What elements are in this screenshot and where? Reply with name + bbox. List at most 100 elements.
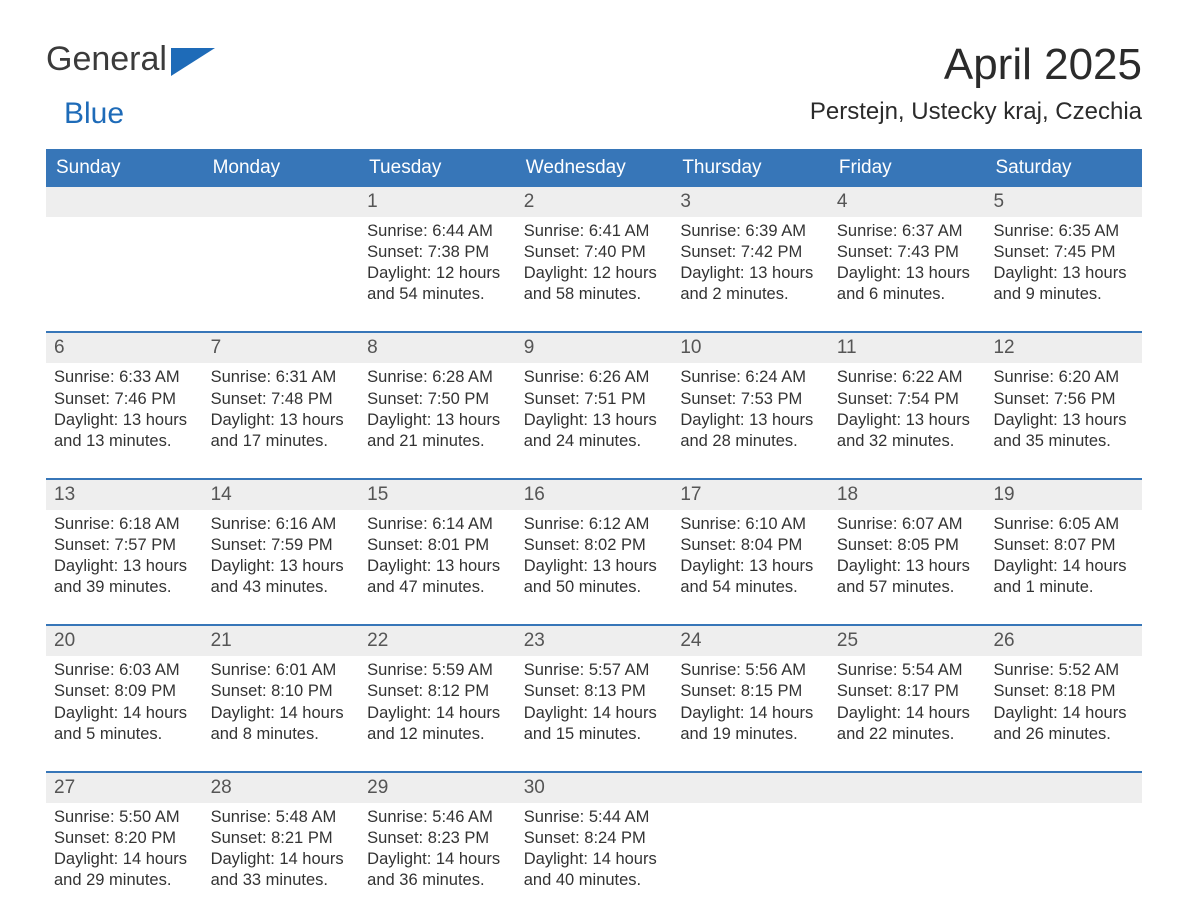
- daylight-text: Daylight: 13 hours and 35 minutes.: [993, 410, 1134, 452]
- header: General Blue April 2025 Perstejn, Usteck…: [46, 40, 1142, 131]
- day-details-cell: Sunrise: 6:12 AMSunset: 8:02 PMDaylight:…: [516, 510, 673, 598]
- sunrise-text: Sunrise: 6:16 AM: [211, 514, 352, 535]
- day-number-cell: 22: [359, 626, 516, 656]
- day-details-cell: Sunrise: 5:44 AMSunset: 8:24 PMDaylight:…: [516, 803, 673, 891]
- day-details-cell: Sunrise: 5:46 AMSunset: 8:23 PMDaylight:…: [359, 803, 516, 891]
- day-details-cell: Sunrise: 6:03 AMSunset: 8:09 PMDaylight:…: [46, 656, 203, 744]
- sunrise-text: Sunrise: 6:10 AM: [680, 514, 821, 535]
- sunset-text: Sunset: 8:02 PM: [524, 535, 665, 556]
- sunset-text: Sunset: 8:09 PM: [54, 681, 195, 702]
- day-details-cell: [829, 803, 986, 891]
- day-details-cell: Sunrise: 6:05 AMSunset: 8:07 PMDaylight:…: [985, 510, 1142, 598]
- day-number-cell: 8: [359, 333, 516, 363]
- sunset-text: Sunset: 8:07 PM: [993, 535, 1134, 556]
- day-number-cell: 23: [516, 626, 673, 656]
- day-number-cell: 25: [829, 626, 986, 656]
- sunrise-text: Sunrise: 6:28 AM: [367, 367, 508, 388]
- daylight-text: Daylight: 14 hours and 1 minute.: [993, 556, 1134, 598]
- day-details-cell: Sunrise: 6:39 AMSunset: 7:42 PMDaylight:…: [672, 217, 829, 305]
- daylight-text: Daylight: 14 hours and 29 minutes.: [54, 849, 195, 891]
- day-details-cell: Sunrise: 6:18 AMSunset: 7:57 PMDaylight:…: [46, 510, 203, 598]
- calendar-table: SundayMondayTuesdayWednesdayThursdayFrid…: [46, 149, 1142, 917]
- sunset-text: Sunset: 7:53 PM: [680, 389, 821, 410]
- weekday-header-cell: Friday: [829, 149, 986, 187]
- day-number-cell: 20: [46, 626, 203, 656]
- daylight-text: Daylight: 14 hours and 15 minutes.: [524, 703, 665, 745]
- sunrise-text: Sunrise: 6:14 AM: [367, 514, 508, 535]
- day-details-row: Sunrise: 6:03 AMSunset: 8:09 PM Daylight:…: [46, 656, 1142, 770]
- weekday-header-cell: Sunday: [46, 149, 203, 187]
- sunrise-text: Sunrise: 6:18 AM: [54, 514, 195, 535]
- sunset-text: Sunset: 8:18 PM: [993, 681, 1134, 702]
- sunrise-text: Sunrise: 5:46 AM: [367, 807, 508, 828]
- day-details-cell: [203, 217, 360, 305]
- day-details-cell: Sunrise: 6:31 AMSunset: 7:48 PMDaylight:…: [203, 363, 360, 451]
- day-number-cell: 17: [672, 480, 829, 510]
- day-details-cell: [46, 217, 203, 305]
- day-details-cell: [985, 803, 1142, 891]
- logo: General Blue: [46, 40, 215, 131]
- sunset-text: Sunset: 7:48 PM: [211, 389, 352, 410]
- daylight-text: Daylight: 14 hours and 12 minutes.: [367, 703, 508, 745]
- location-subtitle: Perstejn, Ustecky kraj, Czechia: [810, 98, 1142, 126]
- month-title: April 2025: [810, 40, 1142, 90]
- sunset-text: Sunset: 7:42 PM: [680, 242, 821, 263]
- day-details-cell: Sunrise: 6:41 AMSunset: 7:40 PMDaylight:…: [516, 217, 673, 305]
- daylight-text: Daylight: 13 hours and 39 minutes.: [54, 556, 195, 598]
- day-details-cell: Sunrise: 6:01 AMSunset: 8:10 PMDaylight:…: [203, 656, 360, 744]
- day-number-cell: 12: [985, 333, 1142, 363]
- sunrise-text: Sunrise: 5:50 AM: [54, 807, 195, 828]
- sunset-text: Sunset: 8:23 PM: [367, 828, 508, 849]
- day-details-cell: Sunrise: 5:50 AMSunset: 8:20 PMDaylight:…: [46, 803, 203, 891]
- daylight-text: Daylight: 13 hours and 43 minutes.: [211, 556, 352, 598]
- day-number-cell: 4: [829, 187, 986, 217]
- daylight-text: Daylight: 14 hours and 19 minutes.: [680, 703, 821, 745]
- daylight-text: Daylight: 13 hours and 57 minutes.: [837, 556, 978, 598]
- sunrise-text: Sunrise: 5:59 AM: [367, 660, 508, 681]
- sunset-text: Sunset: 7:54 PM: [837, 389, 978, 410]
- sunrise-text: Sunrise: 5:48 AM: [211, 807, 352, 828]
- day-number-cell: 13: [46, 480, 203, 510]
- daylight-text: Daylight: 14 hours and 26 minutes.: [993, 703, 1134, 745]
- day-number-cell: [829, 773, 986, 803]
- day-number-cell: 2: [516, 187, 673, 217]
- daylight-text: Daylight: 13 hours and 54 minutes.: [680, 556, 821, 598]
- day-details-cell: Sunrise: 5:52 AMSunset: 8:18 PMDaylight:…: [985, 656, 1142, 744]
- weekday-header-cell: Saturday: [985, 149, 1142, 187]
- day-details-cell: Sunrise: 6:35 AMSunset: 7:45 PMDaylight:…: [985, 217, 1142, 305]
- sunrise-text: Sunrise: 6:31 AM: [211, 367, 352, 388]
- sunrise-text: Sunrise: 6:44 AM: [367, 221, 508, 242]
- day-details-cell: Sunrise: 5:48 AMSunset: 8:21 PMDaylight:…: [203, 803, 360, 891]
- sunrise-text: Sunrise: 6:03 AM: [54, 660, 195, 681]
- logo-text-blue: Blue: [64, 97, 167, 131]
- day-details-cell: Sunrise: 6:20 AMSunset: 7:56 PMDaylight:…: [985, 363, 1142, 451]
- day-details-cell: Sunrise: 6:24 AMSunset: 7:53 PMDaylight:…: [672, 363, 829, 451]
- daylight-text: Daylight: 12 hours and 58 minutes.: [524, 263, 665, 305]
- day-number-cell: 5: [985, 187, 1142, 217]
- daylight-text: Daylight: 13 hours and 47 minutes.: [367, 556, 508, 598]
- day-number-cell: 27: [46, 773, 203, 803]
- sunrise-text: Sunrise: 5:56 AM: [680, 660, 821, 681]
- sunrise-text: Sunrise: 5:54 AM: [837, 660, 978, 681]
- sunrise-text: Sunrise: 6:26 AM: [524, 367, 665, 388]
- daylight-text: Daylight: 14 hours and 8 minutes.: [211, 703, 352, 745]
- day-details-cell: Sunrise: 6:33 AMSunset: 7:46 PMDaylight:…: [46, 363, 203, 451]
- sunset-text: Sunset: 7:43 PM: [837, 242, 978, 263]
- day-number-cell: [672, 773, 829, 803]
- day-number-cell: 6: [46, 333, 203, 363]
- sunset-text: Sunset: 7:45 PM: [993, 242, 1134, 263]
- sunset-text: Sunset: 8:21 PM: [211, 828, 352, 849]
- daylight-text: Daylight: 14 hours and 40 minutes.: [524, 849, 665, 891]
- day-details-cell: Sunrise: 6:26 AMSunset: 7:51 PMDaylight:…: [516, 363, 673, 451]
- day-details-cell: Sunrise: 6:28 AMSunset: 7:50 PMDaylight:…: [359, 363, 516, 451]
- daylight-text: Daylight: 14 hours and 36 minutes.: [367, 849, 508, 891]
- sunrise-text: Sunrise: 6:22 AM: [837, 367, 978, 388]
- sunrise-text: Sunrise: 6:41 AM: [524, 221, 665, 242]
- sunset-text: Sunset: 7:50 PM: [367, 389, 508, 410]
- day-number-cell: 9: [516, 333, 673, 363]
- day-details-cell: Sunrise: 6:10 AMSunset: 8:04 PMDaylight:…: [672, 510, 829, 598]
- sunrise-text: Sunrise: 5:57 AM: [524, 660, 665, 681]
- sunset-text: Sunset: 7:40 PM: [524, 242, 665, 263]
- day-number-cell: 21: [203, 626, 360, 656]
- daylight-text: Daylight: 12 hours and 54 minutes.: [367, 263, 508, 305]
